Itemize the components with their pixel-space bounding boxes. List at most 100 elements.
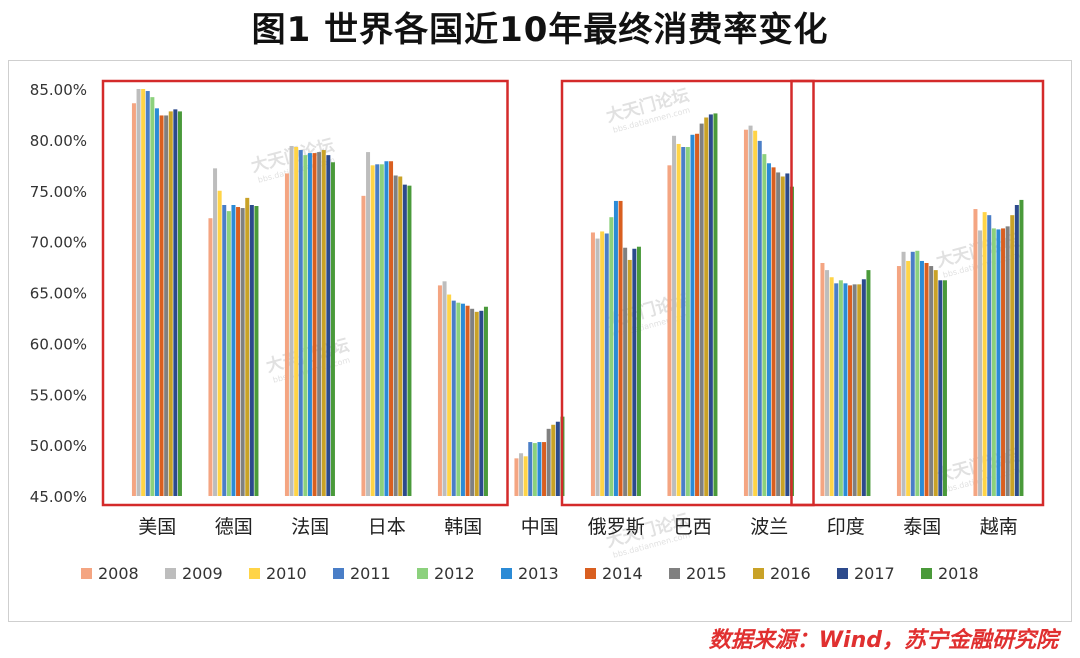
bar-巴西-2017 xyxy=(708,114,713,496)
bar-波兰-2009 xyxy=(748,125,753,496)
bar-巴西-2018 xyxy=(713,113,718,497)
bar-越南-2017 xyxy=(1014,205,1019,496)
bar-德国-2010 xyxy=(217,190,222,496)
chart-svg: 大天门论坛bbs.datianmen.com大天门论坛bbs.datianmen… xyxy=(30,79,1045,583)
bar-泰国-2018 xyxy=(942,280,947,496)
legend-swatch-2017 xyxy=(837,568,848,579)
bar-泰国-2008 xyxy=(896,266,901,496)
bar-法国-2009 xyxy=(289,145,294,496)
bar-中国-2016 xyxy=(551,424,556,496)
bar-美国-2018 xyxy=(177,111,182,496)
bar-俄罗斯-2013 xyxy=(613,200,618,496)
bar-日本-2013 xyxy=(384,161,389,496)
x-tick-label: 俄罗斯 xyxy=(588,516,645,538)
legend-swatch-2010 xyxy=(249,568,260,579)
bar-韩国-2010 xyxy=(447,294,452,496)
bar-美国-2016 xyxy=(168,111,173,496)
bar-法国-2008 xyxy=(284,173,289,496)
bar-波兰-2012 xyxy=(762,154,767,496)
bar-美国-2014 xyxy=(159,115,164,496)
bar-日本-2008 xyxy=(361,195,366,496)
legend-label-2011: 2011 xyxy=(350,564,391,583)
legend-label-2016: 2016 xyxy=(770,564,811,583)
bar-俄罗斯-2014 xyxy=(618,200,623,496)
bar-泰国-2017 xyxy=(938,280,943,496)
bar-巴西-2011 xyxy=(681,147,686,496)
x-tick-label: 美国 xyxy=(138,516,176,538)
bar-法国-2011 xyxy=(298,150,303,497)
bar-法国-2013 xyxy=(307,153,312,496)
bar-法国-2018 xyxy=(330,162,335,496)
bar-印度-2015 xyxy=(852,284,857,496)
bar-中国-2009 xyxy=(519,453,524,496)
bar-韩国-2013 xyxy=(460,303,465,496)
bar-日本-2017 xyxy=(402,184,407,496)
bar-俄罗斯-2015 xyxy=(623,247,628,496)
x-tick-label: 印度 xyxy=(827,516,865,538)
x-tick-label: 法国 xyxy=(291,516,329,538)
bar-韩国-2009 xyxy=(442,281,447,496)
y-tick-label: 65.00% xyxy=(30,285,87,303)
bar-越南-2012 xyxy=(991,228,996,496)
bar-俄罗斯-2010 xyxy=(600,231,605,496)
bar-波兰-2014 xyxy=(771,167,776,496)
bar-美国-2017 xyxy=(173,109,178,496)
bar-中国-2014 xyxy=(542,442,547,496)
legend-swatch-2012 xyxy=(417,568,428,579)
x-tick-label: 中国 xyxy=(521,516,559,538)
source-note: 数据来源：Wind，苏宁金融研究院 xyxy=(708,628,1058,653)
bar-泰国-2014 xyxy=(924,262,929,496)
bar-日本-2015 xyxy=(393,175,398,496)
bar-俄罗斯-2017 xyxy=(632,248,637,496)
bar-德国-2009 xyxy=(213,168,218,497)
bar-韩国-2018 xyxy=(483,306,488,496)
bar-中国-2008 xyxy=(514,458,519,496)
bar-印度-2009 xyxy=(825,270,830,496)
legend-label-2009: 2009 xyxy=(182,564,223,583)
bar-俄罗斯-2012 xyxy=(609,217,614,496)
bar-中国-2012 xyxy=(532,443,537,496)
legend-swatch-2018 xyxy=(921,568,932,579)
bar-巴西-2012 xyxy=(685,147,690,496)
legend-swatch-2016 xyxy=(753,568,764,579)
legend-swatch-2008 xyxy=(81,568,92,579)
bar-印度-2010 xyxy=(829,277,834,496)
bar-巴西-2016 xyxy=(704,117,709,497)
legend-label-2015: 2015 xyxy=(686,564,727,583)
bar-泰国-2013 xyxy=(919,260,924,496)
y-tick-label: 50.00% xyxy=(30,437,87,455)
bar-越南-2008 xyxy=(973,209,978,496)
bar-泰国-2016 xyxy=(933,270,938,496)
chart-title: 图1 世界各国近10年最终消费率变化 xyxy=(251,10,829,50)
bar-德国-2014 xyxy=(236,207,241,496)
y-tick-label: 70.00% xyxy=(30,234,87,252)
bar-美国-2015 xyxy=(164,115,169,496)
bar-波兰-2011 xyxy=(757,140,762,496)
bar-印度-2014 xyxy=(848,285,853,496)
bar-巴西-2013 xyxy=(690,134,695,496)
bar-韩国-2012 xyxy=(456,302,461,496)
x-tick-label: 泰国 xyxy=(903,516,941,538)
bar-越南-2009 xyxy=(978,230,983,496)
bar-巴西-2009 xyxy=(672,135,677,497)
bar-泰国-2010 xyxy=(906,260,911,496)
bar-日本-2012 xyxy=(379,164,384,497)
bar-德国-2008 xyxy=(208,218,213,496)
bar-日本-2016 xyxy=(398,176,403,496)
bar-法国-2010 xyxy=(294,147,299,496)
plot-frame: 大天门论坛 bbs.datianmen.com 大天门论坛 bbs.datianmen… xyxy=(8,60,1072,622)
bar-印度-2011 xyxy=(834,283,839,496)
bar-日本-2018 xyxy=(407,185,412,496)
bar-中国-2015 xyxy=(546,428,551,496)
bar-日本-2014 xyxy=(389,161,394,496)
bar-波兰-2015 xyxy=(776,172,781,496)
y-tick-label: 75.00% xyxy=(30,183,87,201)
bar-越南-2013 xyxy=(996,229,1001,496)
x-tick-label: 德国 xyxy=(215,516,253,538)
bar-俄罗斯-2011 xyxy=(604,233,609,497)
bar-波兰-2008 xyxy=(743,129,748,496)
bar-德国-2013 xyxy=(231,205,236,496)
legend: 2008 2009 2010 2011 2012 2013 2014 2015 2016 2017… xyxy=(81,564,979,583)
bar-印度-2017 xyxy=(861,279,866,496)
bar-印度-2013 xyxy=(843,283,848,496)
